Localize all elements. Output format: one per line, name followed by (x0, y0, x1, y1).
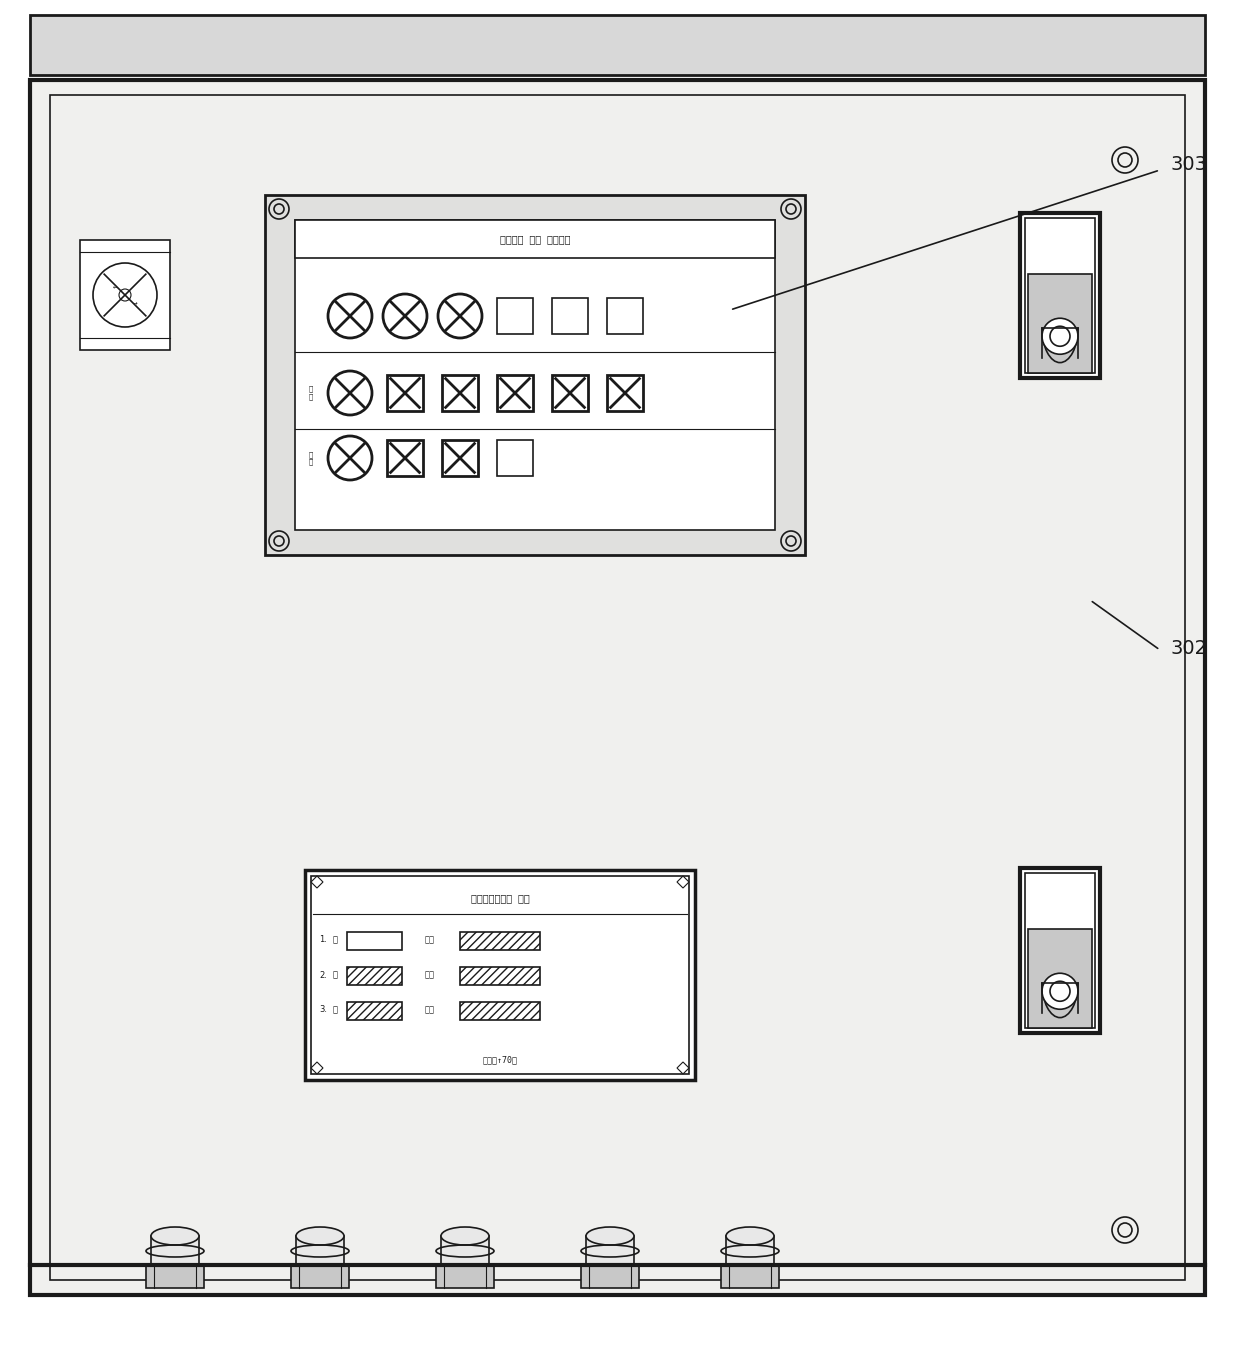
Polygon shape (677, 1062, 689, 1074)
Circle shape (781, 200, 801, 218)
Bar (50, 94, 1185, 1281)
Bar (720, 1266, 779, 1287)
Bar (291, 1266, 348, 1287)
Bar (725, 1236, 774, 1266)
Bar (387, 439, 423, 476)
Text: 303: 303 (1171, 155, 1207, 174)
Bar (151, 1236, 198, 1266)
Bar (441, 375, 477, 411)
Polygon shape (677, 876, 689, 888)
Circle shape (781, 531, 801, 551)
Circle shape (274, 537, 284, 546)
Bar (146, 1266, 205, 1287)
Circle shape (1050, 326, 1070, 346)
Circle shape (438, 294, 482, 338)
Text: 工作: 工作 (425, 971, 435, 980)
Bar (460, 967, 539, 985)
Text: 输
出: 输 出 (309, 450, 314, 465)
Circle shape (119, 288, 131, 301)
Bar (387, 375, 423, 411)
Circle shape (1118, 1223, 1132, 1237)
Bar (436, 1266, 494, 1287)
Circle shape (1112, 147, 1138, 173)
Bar (1025, 217, 1095, 372)
Bar (460, 931, 539, 950)
Bar (30, 15, 1205, 75)
Bar (1025, 872, 1095, 1027)
Bar (265, 195, 805, 555)
Ellipse shape (296, 1227, 343, 1246)
Bar (305, 869, 694, 1080)
Bar (1021, 868, 1100, 1033)
Text: 色光导引灯关闭 判断: 色光导引灯关闭 判断 (471, 892, 529, 903)
Circle shape (269, 531, 289, 551)
Circle shape (1042, 318, 1078, 355)
Bar (347, 1002, 402, 1020)
Bar (311, 876, 689, 1074)
Bar (587, 1236, 634, 1266)
Bar (441, 439, 477, 476)
Text: 黄: 黄 (332, 971, 337, 980)
Bar (1028, 274, 1092, 372)
Bar (497, 298, 533, 334)
Text: 备注：↑70觉: 备注：↑70觉 (482, 1055, 517, 1065)
Bar (295, 220, 775, 257)
Polygon shape (311, 1062, 322, 1074)
Bar (552, 298, 588, 334)
Circle shape (1042, 973, 1078, 1010)
Text: 亮绿: 亮绿 (425, 936, 435, 945)
Text: 输
入: 输 入 (309, 386, 314, 400)
Ellipse shape (725, 1227, 774, 1246)
Circle shape (93, 263, 157, 328)
Circle shape (786, 537, 796, 546)
Circle shape (329, 294, 372, 338)
Bar (347, 967, 402, 985)
Bar (552, 375, 588, 411)
Circle shape (329, 371, 372, 415)
Bar (582, 1266, 639, 1287)
Bar (608, 375, 644, 411)
Bar (608, 298, 644, 334)
Circle shape (383, 294, 427, 338)
Bar (497, 375, 533, 411)
Ellipse shape (441, 1227, 489, 1246)
Text: 1.: 1. (319, 936, 327, 945)
Bar (81, 240, 170, 350)
Circle shape (786, 204, 796, 214)
Ellipse shape (151, 1227, 198, 1246)
Text: 电光导引 接入 自匹导状: 电光导引 接入 自匹导状 (500, 235, 570, 244)
Bar (497, 439, 533, 476)
Bar (295, 220, 775, 530)
Bar (347, 931, 402, 950)
Text: →: → (133, 301, 138, 306)
Bar (1028, 929, 1092, 1027)
Bar (460, 1002, 539, 1020)
Circle shape (274, 204, 284, 214)
Text: 绿: 绿 (332, 936, 337, 945)
Ellipse shape (587, 1227, 634, 1246)
Text: 3.: 3. (319, 1006, 327, 1015)
Text: 告警: 告警 (425, 1006, 435, 1015)
Text: 302: 302 (1171, 639, 1207, 658)
Circle shape (1118, 154, 1132, 167)
Circle shape (269, 200, 289, 218)
Bar (1021, 213, 1100, 377)
Circle shape (1112, 1217, 1138, 1243)
Text: ←: ← (113, 284, 118, 290)
Circle shape (329, 435, 372, 480)
Bar (296, 1236, 343, 1266)
Bar (441, 1236, 489, 1266)
Polygon shape (311, 876, 322, 888)
Text: 红: 红 (332, 1006, 337, 1015)
Circle shape (1050, 981, 1070, 1002)
Text: 2.: 2. (319, 971, 327, 980)
